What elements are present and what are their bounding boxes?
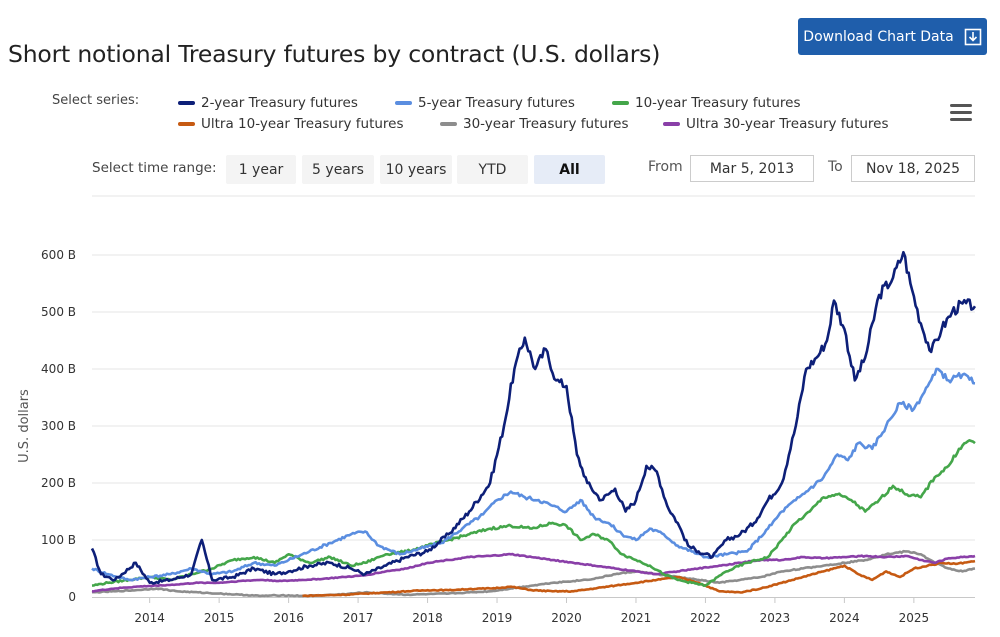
legend-item-4[interactable]: 30-year Treasury futures bbox=[440, 116, 629, 132]
y-tick-label: 100 B bbox=[41, 533, 76, 547]
legend-label: 30-year Treasury futures bbox=[463, 116, 629, 132]
legend-swatch bbox=[178, 122, 195, 126]
download-button-label: Download Chart Data bbox=[803, 28, 954, 45]
chart-title: Short notional Treasury futures by contr… bbox=[8, 40, 661, 68]
x-tick-label: 2023 bbox=[760, 611, 791, 625]
range-button-ytd[interactable]: YTD bbox=[457, 155, 528, 184]
legend-label: Ultra 10-year Treasury futures bbox=[201, 116, 404, 132]
series-line-1 bbox=[91, 367, 976, 582]
y-tick-label: 300 B bbox=[41, 419, 76, 433]
series-line-3 bbox=[302, 559, 976, 598]
x-tick-label: 2020 bbox=[551, 611, 582, 625]
y-tick-label: 400 B bbox=[41, 362, 76, 376]
legend-swatch bbox=[612, 101, 629, 105]
range-button-5-years[interactable]: 5 years bbox=[302, 155, 374, 184]
legend-label: 5-year Treasury futures bbox=[418, 95, 575, 111]
x-tick-label: 2019 bbox=[482, 611, 513, 625]
y-axis-title: U.S. dollars bbox=[17, 389, 32, 463]
x-tick-label: 2016 bbox=[273, 611, 304, 625]
series-line-2 bbox=[91, 439, 976, 587]
series-line-5 bbox=[91, 552, 976, 593]
from-label: From bbox=[648, 159, 683, 175]
legend-swatch bbox=[395, 101, 412, 105]
y-tick-label: 500 B bbox=[41, 305, 76, 319]
legend-label: 2-year Treasury futures bbox=[201, 95, 358, 111]
legend-item-2[interactable]: 10-year Treasury futures bbox=[612, 95, 801, 111]
x-tick-label: 2025 bbox=[899, 611, 930, 625]
legend-swatch bbox=[663, 122, 680, 126]
legend-label: Ultra 30-year Treasury futures bbox=[686, 116, 889, 132]
legend-swatch bbox=[178, 101, 195, 105]
legend-item-0[interactable]: 2-year Treasury futures bbox=[178, 95, 358, 111]
range-button-1-year[interactable]: 1 year bbox=[226, 155, 296, 184]
legend-item-3[interactable]: Ultra 10-year Treasury futures bbox=[178, 116, 404, 132]
hamburger-menu-icon[interactable] bbox=[950, 104, 972, 122]
select-time-range-label: Select time range: bbox=[92, 160, 217, 176]
y-tick-label: 200 B bbox=[41, 476, 76, 490]
legend-swatch bbox=[440, 122, 457, 126]
x-tick-label: 2015 bbox=[204, 611, 235, 625]
x-tick-label: 2024 bbox=[829, 611, 860, 625]
series-line-4 bbox=[91, 549, 976, 598]
range-button-all[interactable]: All bbox=[534, 155, 605, 184]
x-tick-label: 2017 bbox=[343, 611, 374, 625]
y-tick-label: 600 B bbox=[41, 248, 76, 262]
legend-item-1[interactable]: 5-year Treasury futures bbox=[395, 95, 575, 111]
legend-label: 10-year Treasury futures bbox=[635, 95, 801, 111]
x-tick-label: 2018 bbox=[412, 611, 443, 625]
x-tick-label: 2022 bbox=[690, 611, 721, 625]
x-tick-label: 2021 bbox=[621, 611, 652, 625]
x-tick-label: 2014 bbox=[134, 611, 165, 625]
from-date-input[interactable] bbox=[690, 155, 814, 182]
series-line-0 bbox=[90, 250, 977, 585]
download-icon bbox=[964, 28, 981, 45]
download-chart-data-button[interactable]: Download Chart Data bbox=[798, 18, 987, 55]
y-tick-label: 0 bbox=[68, 590, 76, 604]
range-button-10-years[interactable]: 10 years bbox=[380, 155, 452, 184]
to-date-input[interactable] bbox=[851, 155, 975, 182]
to-label: To bbox=[828, 159, 843, 175]
select-series-label: Select series: bbox=[52, 93, 140, 108]
legend-item-5[interactable]: Ultra 30-year Treasury futures bbox=[663, 116, 889, 132]
